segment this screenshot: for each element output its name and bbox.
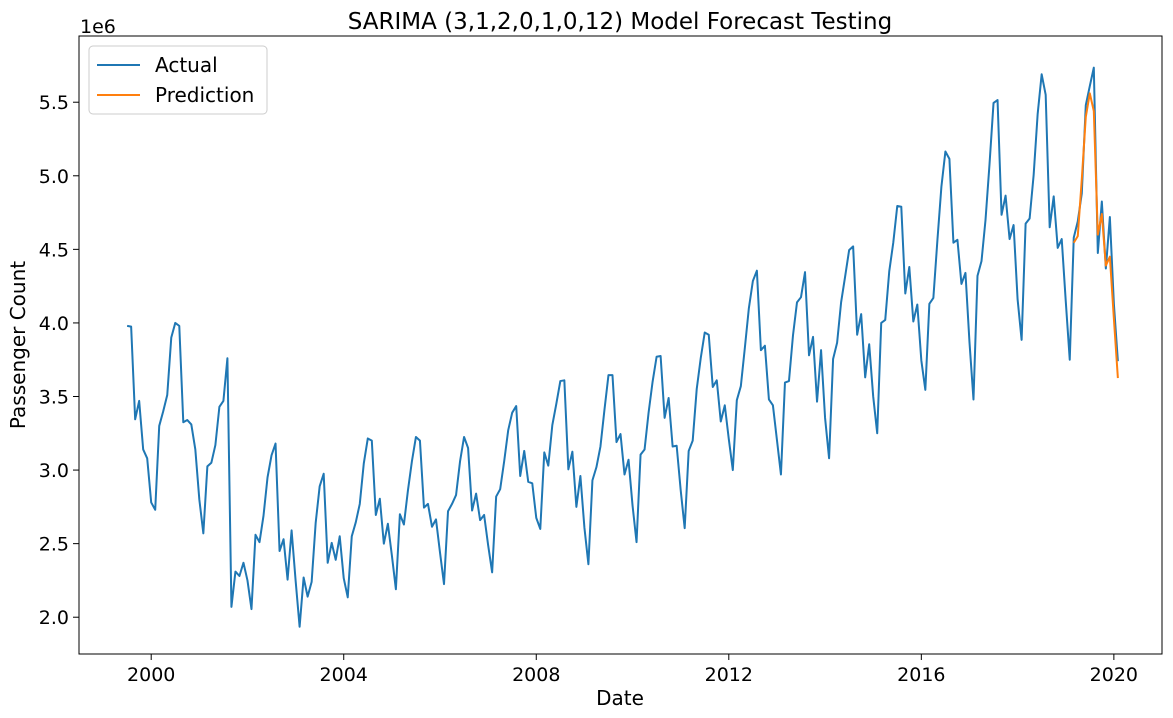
x-tick-label: 2004: [320, 664, 368, 686]
y-tick-label: 4.0: [39, 313, 69, 335]
legend-label-actual: Actual: [155, 53, 218, 77]
y-tick-label: 4.5: [39, 239, 69, 261]
plot-area: 2000 2004 2008 2012 2016 2020 2.0 2.5 3.0 3.5 4.0…: [39, 35, 1163, 686]
y-tick-label: 3.0: [39, 460, 69, 482]
y-tick-label: 5.5: [39, 92, 69, 114]
series-line-actual: [126, 66, 1119, 628]
y-axis-multiplier: 1e6: [80, 16, 116, 38]
y-tick-label: 2.5: [39, 534, 69, 556]
y-tick-label: 3.5: [39, 387, 69, 409]
chart-title: SARIMA (3,1,2,0,1,0,12) Model Forecast T…: [348, 9, 892, 35]
legend-label-prediction: Prediction: [155, 83, 254, 107]
plot-frame: [78, 35, 1163, 655]
series-layer: [126, 66, 1119, 628]
legend-box: [88, 45, 268, 115]
y-axis-ticks: 2.0 2.5 3.0 3.5 4.0 4.5 5.0 5.5: [39, 92, 79, 629]
x-tick-label: 2000: [127, 664, 175, 686]
x-tick-label: 2016: [897, 664, 945, 686]
y-tick-label: 5.0: [39, 166, 69, 188]
series-line-prediction: [1072, 92, 1119, 379]
x-tick-label: 2008: [512, 664, 560, 686]
x-axis-ticks: 2000 2004 2008 2012 2016 2020: [127, 654, 1138, 686]
x-tick-label: 2012: [705, 664, 753, 686]
x-axis-label: Date: [596, 686, 644, 710]
x-tick-label: 2020: [1090, 664, 1138, 686]
y-axis-label: Passenger Count: [6, 261, 30, 429]
legend: Actual Prediction: [88, 45, 268, 115]
y-tick-label: 2.0: [39, 607, 69, 629]
